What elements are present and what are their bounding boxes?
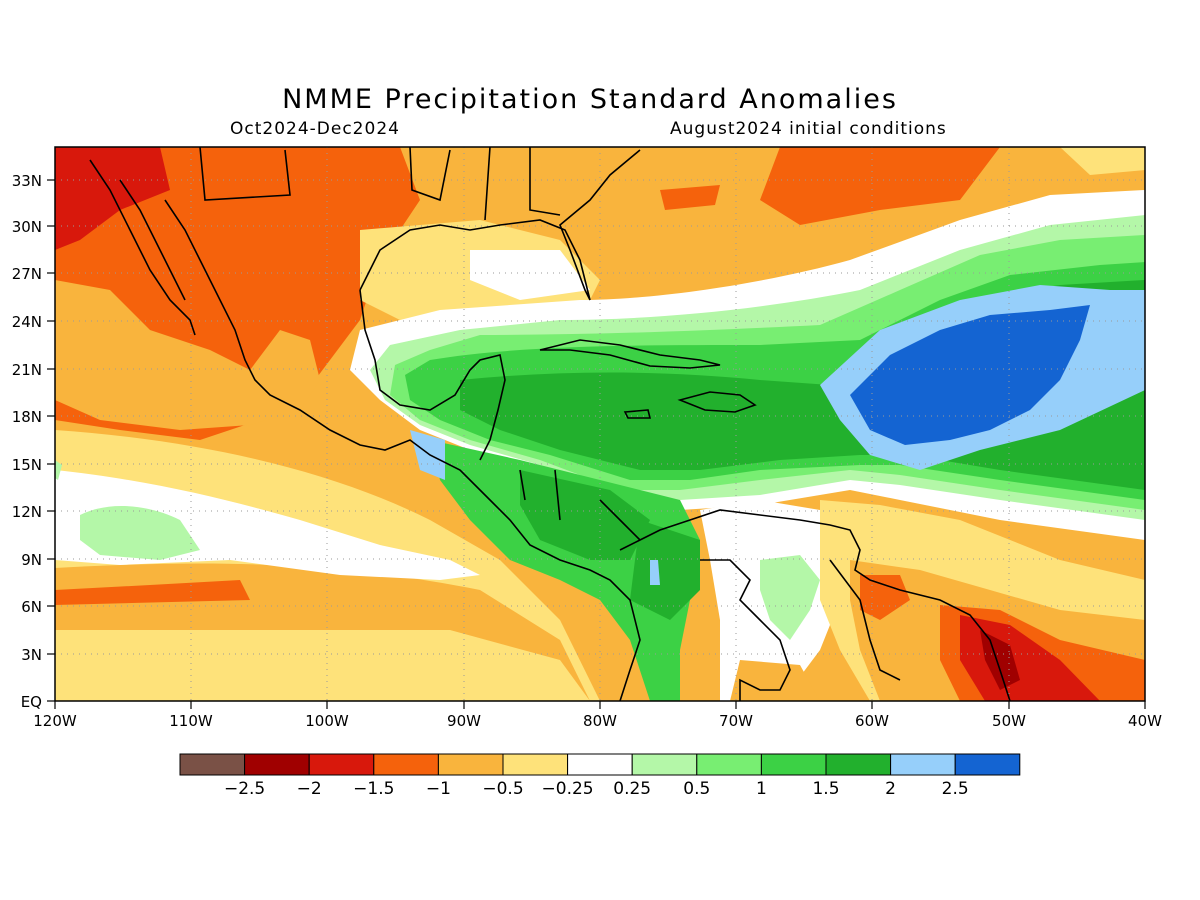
lat-label: 33N bbox=[12, 172, 42, 190]
lat-label: 3N bbox=[21, 646, 42, 664]
lon-label: 70W bbox=[719, 712, 753, 730]
colorbar-swatch bbox=[696, 753, 762, 776]
colorbar-label: 2.5 bbox=[942, 779, 969, 799]
colorbar-label: 1 bbox=[756, 779, 767, 799]
colorbar-swatch bbox=[954, 753, 1021, 776]
lon-label: 50W bbox=[992, 712, 1026, 730]
lat-label: 18N bbox=[12, 408, 42, 426]
lat-label: 30N bbox=[12, 218, 42, 236]
lat-label: 27N bbox=[12, 265, 42, 283]
coastlines bbox=[89, 147, 1011, 701]
colorbar-label: 0.5 bbox=[683, 779, 710, 799]
colorbar-swatch bbox=[502, 753, 569, 776]
lat-label: 21N bbox=[12, 361, 42, 379]
colorbar-label: 0.25 bbox=[613, 779, 651, 799]
colorbar-swatch bbox=[244, 753, 310, 776]
lon-label: 60W bbox=[855, 712, 889, 730]
map-title: NMME Precipitation Standard Anomalies bbox=[282, 84, 898, 115]
lon-label: 110W bbox=[169, 712, 213, 730]
lon-label: 40W bbox=[1128, 712, 1162, 730]
lat-labels: 33N 30N 27N 24N 21N 18N 15N 12N 9N 6N 3N… bbox=[12, 172, 42, 711]
colorbar-swatch bbox=[567, 753, 633, 776]
lon-label: 100W bbox=[305, 712, 349, 730]
colorbar-label: −2 bbox=[297, 779, 322, 799]
colorbar-label: −0.5 bbox=[482, 779, 523, 799]
colorbar-swatch bbox=[825, 753, 892, 776]
lat-label: 12N bbox=[12, 503, 42, 521]
colorbar-swatch bbox=[373, 753, 439, 776]
colorbar-swatch bbox=[760, 753, 827, 776]
colorbar-label: −2.5 bbox=[224, 779, 265, 799]
colorbar-swatch bbox=[308, 753, 375, 776]
lon-labels: 120W 110W 100W 90W 80W 70W 60W 50W 40W bbox=[33, 712, 1162, 730]
initial-conditions: August2024 initial conditions bbox=[670, 119, 947, 139]
lat-label: 15N bbox=[12, 456, 42, 474]
lat-label: 6N bbox=[21, 598, 42, 616]
colorbar-swatch bbox=[631, 753, 698, 776]
lat-label: 9N bbox=[21, 551, 42, 569]
colorbar-swatch bbox=[437, 753, 504, 776]
lon-label: 120W bbox=[33, 712, 77, 730]
lat-label: 24N bbox=[12, 313, 42, 331]
colorbar-label: 1.5 bbox=[812, 779, 839, 799]
colorbar: −2.5 −2 −1.5 −1 −0.5 −0.25 0.25 0.5 1 1.5 2 2.5 bbox=[179, 753, 1021, 799]
graticule bbox=[55, 147, 1145, 701]
lon-label: 90W bbox=[447, 712, 481, 730]
colorbar-label: 2 bbox=[885, 779, 896, 799]
lat-label: EQ bbox=[21, 693, 42, 711]
lon-label: 80W bbox=[583, 712, 617, 730]
colorbar-label: −1.5 bbox=[353, 779, 394, 799]
colorbar-swatch bbox=[890, 753, 956, 776]
forecast-period: Oct2024-Dec2024 bbox=[230, 119, 400, 139]
colorbar-label: −1 bbox=[426, 779, 451, 799]
ticks bbox=[47, 179, 1146, 709]
colorbar-swatch bbox=[179, 753, 246, 776]
colorbar-label: −0.25 bbox=[542, 779, 594, 799]
